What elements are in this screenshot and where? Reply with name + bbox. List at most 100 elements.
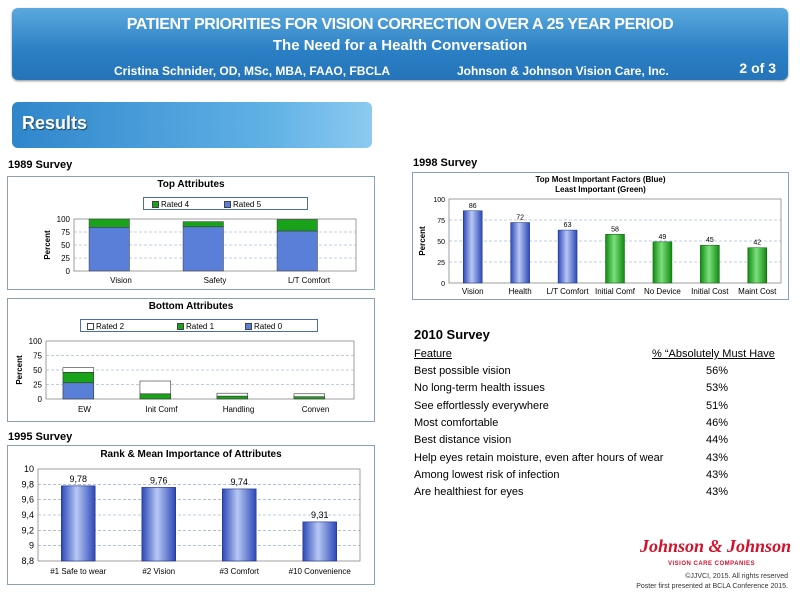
- legend: Rated 2 Rated 1 Rated 0: [80, 319, 318, 332]
- value-cell: 53%: [706, 382, 729, 395]
- y-tick-label: 75: [61, 228, 70, 237]
- x-tick-label: Init Comf: [145, 405, 178, 414]
- x-tick-label: Vision: [462, 287, 484, 296]
- feature-cell: Best possible vision: [414, 365, 511, 377]
- feature-cell: Best distance vision: [414, 434, 512, 447]
- bar: [302, 521, 337, 562]
- legend-label: Rated 0: [254, 322, 283, 331]
- y-tick-label: 75: [33, 352, 42, 361]
- authors: Cristina Schnider, OD, MSc, MBA, FAAO, F…: [114, 64, 391, 78]
- x-tick-label: Maint Cost: [738, 287, 777, 296]
- bar-segment: [182, 221, 224, 228]
- data-label: 42: [753, 240, 761, 247]
- bar-segment: [216, 392, 249, 397]
- legend-swatch: [152, 201, 159, 208]
- chart-title: Top Attributes: [157, 179, 225, 190]
- x-tick-label: Initial Cost: [691, 287, 729, 296]
- bar: [652, 241, 673, 284]
- y-tick-label: 9,2: [21, 525, 34, 535]
- bar-segment: [139, 393, 172, 400]
- value-cell: 46%: [706, 416, 729, 429]
- data-label: 9,76: [150, 475, 168, 485]
- legend-item: Rated 1: [177, 322, 214, 331]
- y-tick-label: 9,8: [21, 479, 34, 489]
- x-tick-label: Handling: [223, 405, 255, 414]
- data-label: 9,31: [311, 510, 329, 520]
- bottom-attributes-panel: Bottom Attributes Rated 2 Rated 1 Rated …: [7, 298, 375, 422]
- bar: [462, 210, 483, 284]
- legend: Rated 4 Rated 5: [143, 197, 308, 210]
- x-tick-label: Safety: [204, 276, 227, 285]
- bottom-attributes-chart: 0 25 50 75 100 Percent EW Init Comf Handling Conv…: [15, 337, 355, 414]
- y-axis-label: Percent: [418, 226, 427, 256]
- column-header-feature: Feature: [414, 348, 452, 360]
- presented-note: Poster first presented at BCLA Conferenc…: [636, 583, 788, 590]
- legend-label: Rated 5: [233, 200, 262, 209]
- y-tick-label: 100: [29, 337, 43, 346]
- bar: [557, 229, 578, 284]
- legend-label: Rated 2: [96, 322, 125, 331]
- value-cell: 44%: [706, 434, 729, 447]
- rank-importance-chart: 8,8 9 9,2 9,4 9,6 9,8 10 9,78 #1 Safe to wear 9,7…: [21, 464, 361, 576]
- bar-segment: [62, 367, 95, 373]
- y-tick-label: 25: [61, 254, 70, 263]
- bar-segment: [293, 393, 326, 397]
- x-tick-label: Conven: [302, 405, 330, 414]
- y-tick-label: 100: [57, 215, 71, 224]
- feature-cell: Are healthiest for eyes: [414, 486, 524, 499]
- bar-segment: [62, 372, 95, 384]
- y-tick-label: 50: [33, 366, 42, 375]
- x-tick-label: L/T Comfort: [547, 287, 590, 296]
- data-label: 72: [516, 215, 524, 222]
- y-tick-label: 0: [38, 395, 43, 404]
- page-indicator: 2 of 3: [739, 60, 776, 76]
- poster-subtitle: The Need for a Health Conversation: [272, 37, 528, 54]
- chart-title: Bottom Attributes: [148, 301, 234, 312]
- chart-title: Rank & Mean Importance of Attributes: [100, 449, 282, 460]
- value-cell: 51%: [706, 399, 729, 412]
- bar-segment: [88, 218, 130, 228]
- legend-swatch: [224, 201, 231, 208]
- bar: [747, 247, 768, 284]
- results-banner: Results: [12, 102, 372, 148]
- factors-1998-chart: 0 25 50 75 100 Percent 86 Vision 72 Health 63 L/T C…: [418, 197, 782, 296]
- bar-segment: [293, 396, 326, 400]
- bar: [510, 222, 530, 284]
- copyright: ©JJVCI, 2015. All rights reserved: [685, 573, 788, 580]
- rank-importance-panel: Rank & Mean Importance of Attributes 8,8…: [7, 445, 375, 585]
- bar-segment: [276, 230, 318, 272]
- bar: [700, 244, 720, 284]
- x-tick-label: Vision: [110, 276, 132, 285]
- data-label: 9,74: [230, 477, 248, 487]
- bar: [605, 234, 625, 284]
- legend-item: Rated 4: [152, 200, 189, 209]
- survey-1989-label: 1989 Survey: [8, 159, 73, 171]
- y-tick-label: 9: [29, 541, 34, 551]
- y-tick-label: 9,6: [21, 495, 34, 505]
- data-label: 86: [469, 203, 477, 210]
- y-tick-label: 9,4: [21, 510, 34, 520]
- legend-item: Rated 0: [245, 322, 282, 331]
- feature-cell: No long-term health issues: [414, 382, 545, 395]
- value-cell: 56%: [706, 365, 729, 377]
- bar-segment: [276, 219, 318, 232]
- legend-item: Rated 5: [224, 200, 261, 209]
- data-label: 49: [659, 234, 667, 241]
- data-label: 9,78: [69, 474, 87, 484]
- bar: [61, 485, 96, 562]
- chart-subtitle: Least Important (Green): [555, 185, 646, 194]
- y-axis-label: Percent: [43, 230, 52, 260]
- bar-segment: [216, 395, 249, 400]
- legend-label: Rated 1: [186, 322, 215, 331]
- company: Johnson & Johnson Vision Care, Inc.: [457, 64, 669, 78]
- column-header-value: % “Absolutely Must Have: [652, 348, 775, 360]
- bar-segment: [62, 382, 95, 400]
- title-banner: PATIENT PRIORITIES FOR VISION CORRECTION…: [12, 8, 788, 80]
- feature-cell: Help eyes retain moisture, even after ho…: [414, 451, 664, 464]
- feature-cell: Most comfortable: [414, 416, 499, 429]
- feature-cell: See effortlessly everywhere: [414, 399, 549, 412]
- legend-swatch: [177, 323, 184, 330]
- value-cell: 43%: [706, 451, 729, 464]
- y-tick-label: 100: [433, 197, 445, 204]
- data-label: 45: [706, 237, 714, 244]
